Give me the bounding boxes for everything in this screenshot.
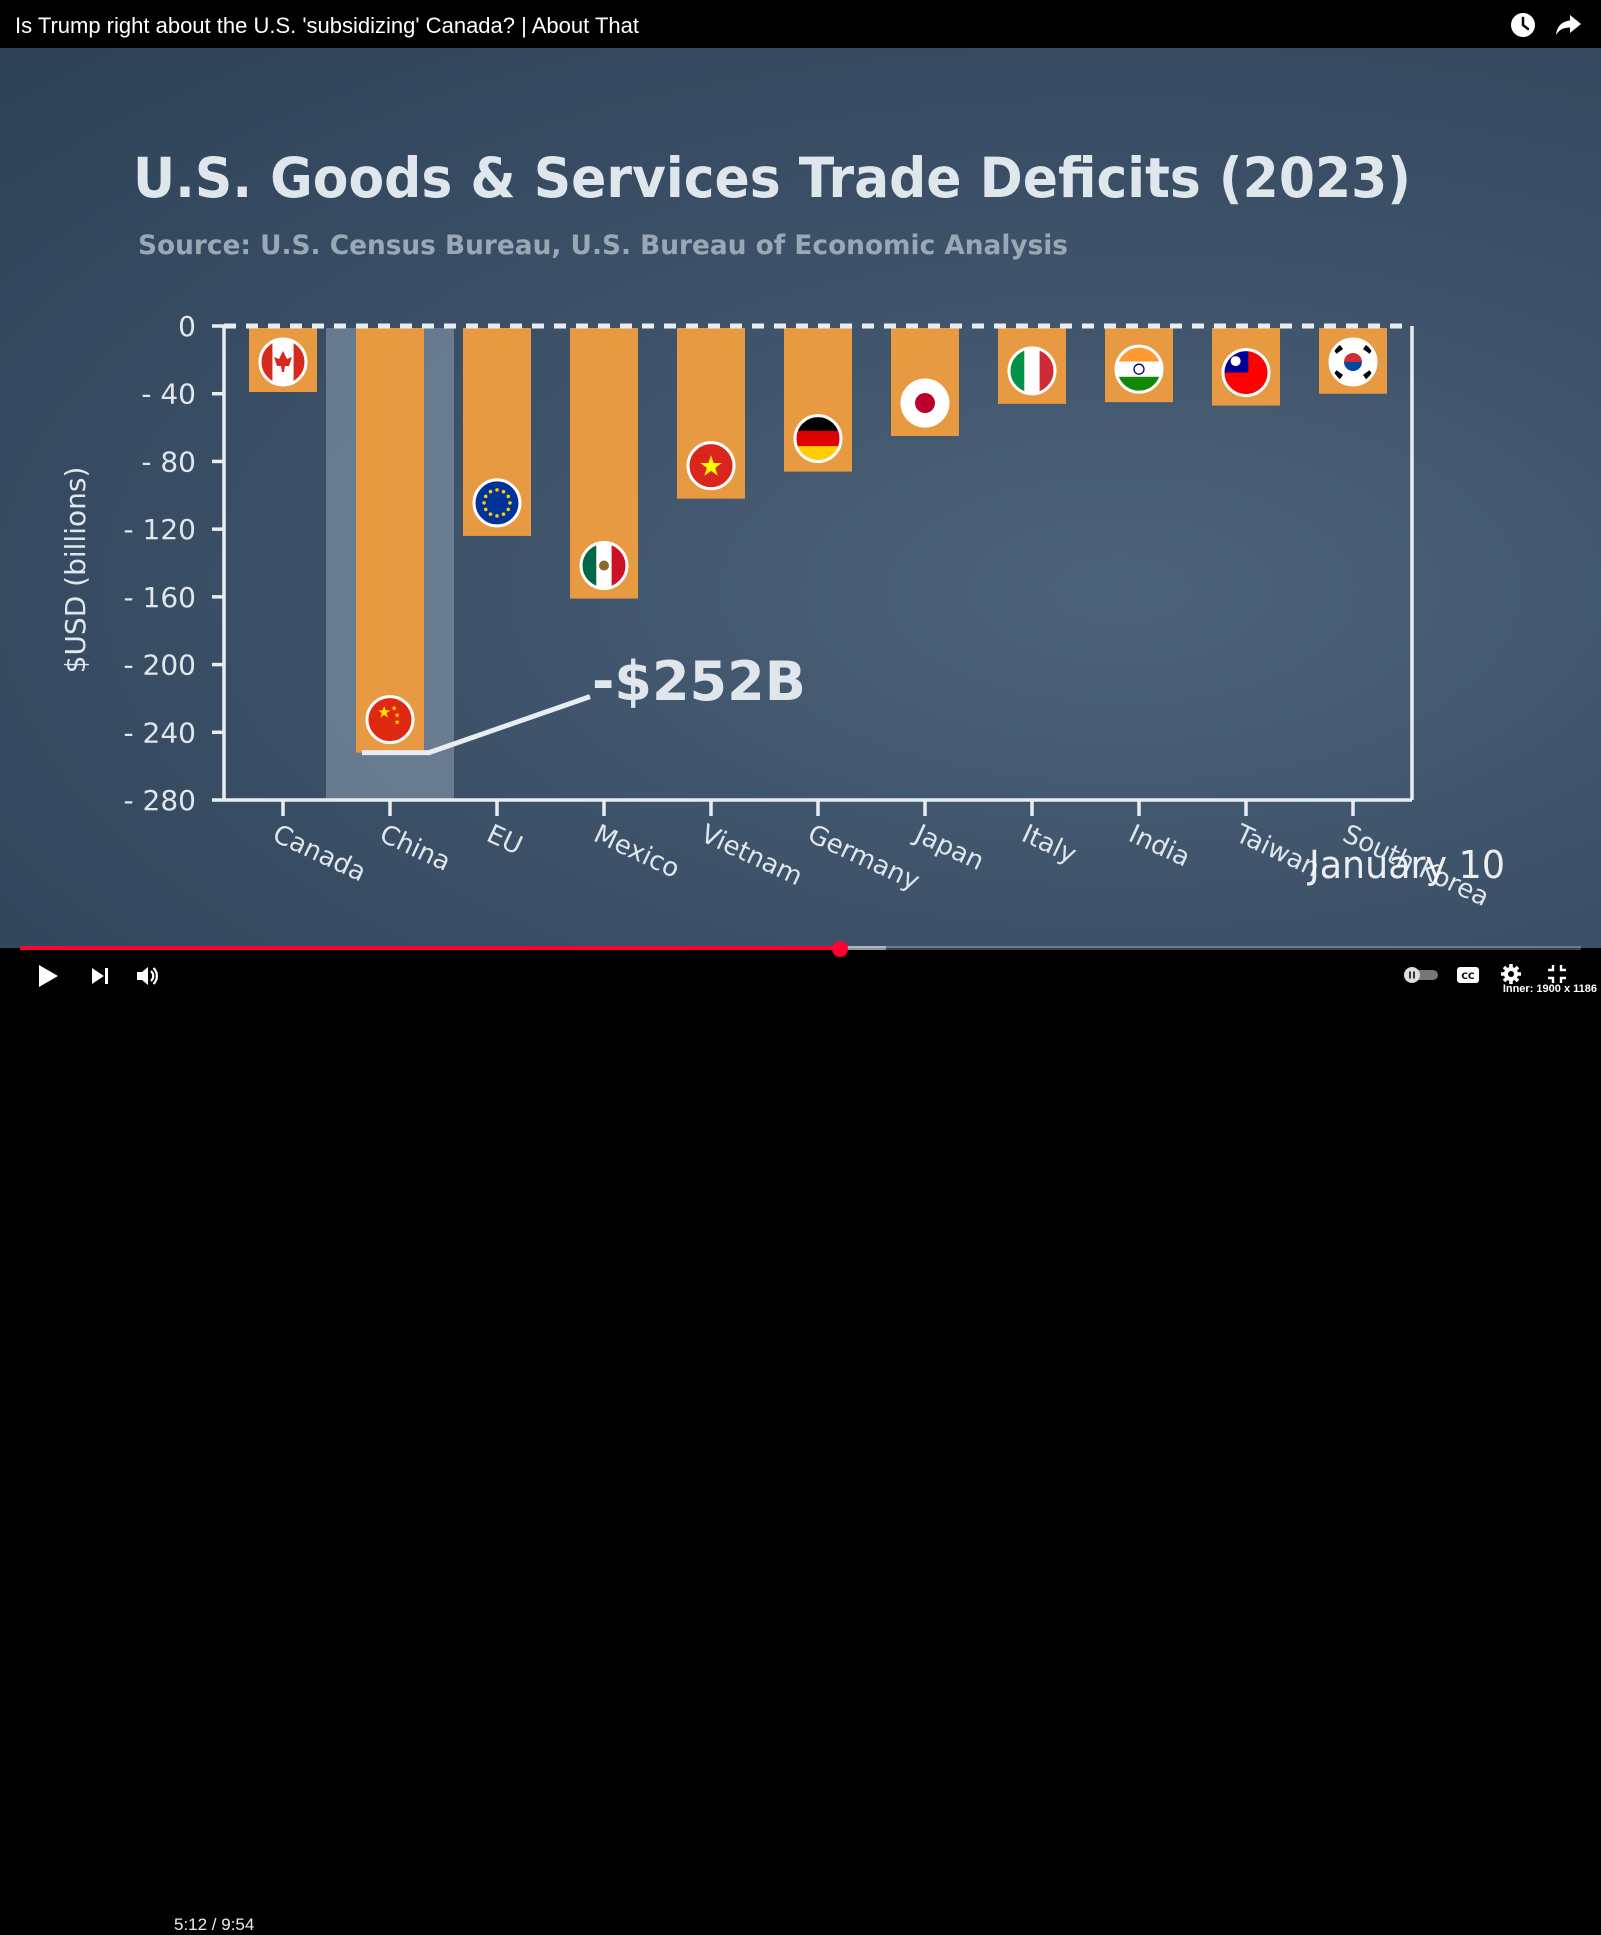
exit-fullscreen-icon[interactable] (1546, 964, 1568, 989)
clock-icon[interactable] (1508, 10, 1538, 40)
chart-subtitle: Source: U.S. Census Bureau, U.S. Bureau … (138, 230, 1068, 261)
overlay-date-text: January 10 (1307, 843, 1505, 887)
share-arrow-icon[interactable] (1553, 10, 1583, 40)
player-controls: 5:12 / 9:54 CC (0, 948, 1601, 1934)
x-tick-label: Vietnam (696, 819, 807, 892)
y-tick-label: - 240 (124, 716, 196, 749)
svg-text:★: ★ (394, 712, 400, 720)
y-axis-label: $USD (billions) (59, 467, 92, 674)
annotation-leader-line (362, 694, 591, 756)
y-tick-label: - 120 (124, 513, 196, 546)
time-display: 5:12 / 9:54 (174, 1915, 255, 1934)
y-tick-label: - 40 (141, 378, 196, 411)
gear-icon[interactable] (1499, 962, 1523, 991)
x-tick-label: Italy (1017, 819, 1081, 870)
cc-icon[interactable]: CC (1456, 966, 1480, 989)
y-tick-label: - 200 (124, 649, 196, 682)
video-title[interactable]: Is Trump right about the U.S. 'subsidizi… (15, 13, 639, 38)
progress-scrubber[interactable] (831, 941, 848, 957)
x-tick-label: Germany (803, 819, 924, 897)
video-top-bar: Is Trump right about the U.S. 'subsidizi… (0, 0, 1601, 48)
x-tick-label: Canada (268, 819, 370, 888)
trade-deficit-chart: U.S. Goods & Services Trade Deficits (20… (59, 146, 1505, 913)
y-tick-label: 0 (178, 310, 196, 343)
progress-played (20, 946, 840, 950)
play-icon[interactable] (36, 963, 60, 994)
x-tick-label: China (375, 819, 455, 878)
svg-text:CC: CC (1461, 972, 1475, 982)
svg-text:★: ★ (698, 450, 723, 483)
deficit-annotation: -$252B (592, 650, 806, 713)
y-tick-label: - 280 (124, 784, 196, 817)
y-tick-label: - 80 (141, 445, 196, 478)
y-tick-label: - 160 (124, 581, 196, 614)
svg-text:★: ★ (394, 719, 400, 727)
inner-size-label: Inner: 1900 x 1186 (1502, 983, 1597, 995)
svg-text:★: ★ (391, 705, 397, 713)
chart-title: U.S. Goods & Services Trade Deficits (20… (133, 146, 1411, 210)
x-tick-label: Mexico (589, 819, 684, 885)
video-frame[interactable]: U.S. Goods & Services Trade Deficits (20… (0, 48, 1601, 952)
volume-icon[interactable] (134, 963, 160, 994)
autoplay-toggle-icon[interactable] (1403, 966, 1439, 989)
bar-china (356, 328, 424, 753)
skip-next-icon[interactable] (89, 965, 111, 992)
x-tick-label: EU (482, 819, 527, 861)
x-tick-label: India (1124, 819, 1195, 873)
svg-text:★: ★ (377, 703, 391, 722)
